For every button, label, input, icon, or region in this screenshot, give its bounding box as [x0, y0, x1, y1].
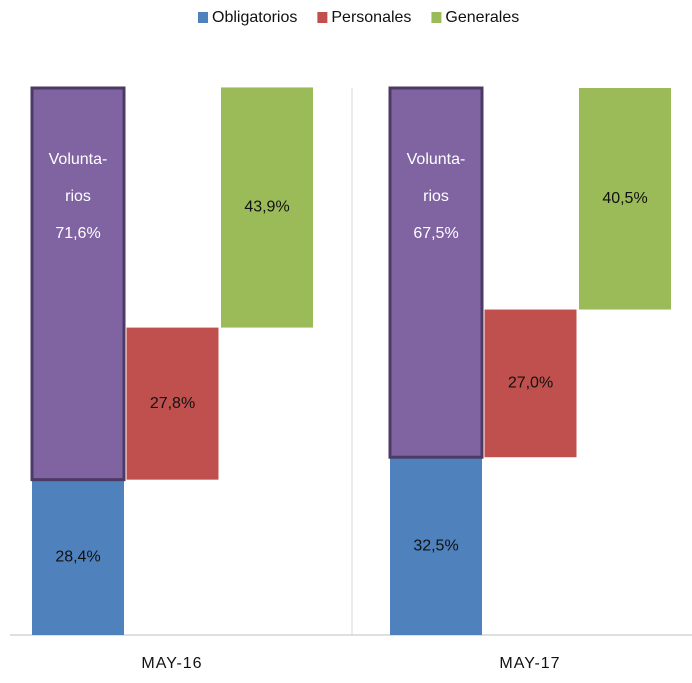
bar: [484, 309, 577, 458]
bar-label: Volunta-: [407, 151, 466, 168]
bar-label: Volunta-: [49, 151, 108, 168]
bar-label: rios: [423, 188, 449, 205]
value-label: 67,5%: [413, 225, 458, 242]
value-label: 27,8%: [150, 395, 195, 412]
bar: [579, 88, 671, 310]
value-label: 40,5%: [602, 190, 647, 207]
legend-swatch: [317, 12, 328, 23]
bar: [221, 87, 313, 328]
bar: [30, 86, 126, 482]
legend-label: Personales: [331, 9, 411, 26]
bar: [126, 327, 219, 480]
legend-label: Obligatorios: [212, 9, 297, 26]
bar: [390, 457, 482, 635]
value-label: 28,4%: [55, 549, 100, 566]
bar: [388, 86, 484, 459]
legend-swatch: [431, 12, 442, 23]
value-label: 71,6%: [55, 225, 100, 242]
bar-label: rios: [65, 188, 91, 205]
x-tick-label: MAY-17: [499, 655, 560, 672]
bar: [32, 479, 124, 635]
x-tick-label: MAY-16: [141, 655, 202, 672]
value-label: 32,5%: [413, 537, 458, 554]
value-label: 43,9%: [244, 199, 289, 216]
legend-label: Generales: [445, 9, 519, 26]
value-label: 27,0%: [508, 375, 553, 392]
legend-swatch: [198, 12, 208, 23]
